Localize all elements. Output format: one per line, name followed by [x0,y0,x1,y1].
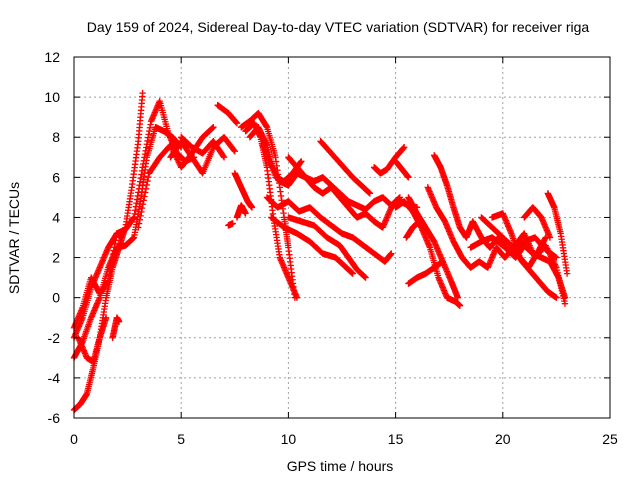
series-arc-6 [109,314,123,341]
data-point [456,302,464,309]
data-point [229,220,236,227]
data-point [563,270,571,277]
data-point [400,144,408,151]
data-marks [70,89,571,414]
data-point [405,174,412,181]
data-point [293,294,301,301]
series-arc-8 [167,134,238,177]
data-point [142,185,150,192]
data-point [138,208,145,216]
series-arc-27 [405,194,461,301]
data-point [248,204,256,211]
y-tick-label: 6 [52,169,60,185]
series-arc-18 [263,194,395,265]
data-point [136,216,144,223]
data-point [135,220,143,227]
y-tick-labels: -6 -4 -2 0 2 4 6 8 10 12 [44,49,60,426]
data-point [145,173,152,181]
data-point [140,197,147,204]
series-arc-21 [285,214,369,281]
data-point [142,189,149,196]
series-arc-11 [225,220,236,229]
data-point [102,314,110,321]
series-arc-3 [70,97,198,341]
series-arc-12 [233,202,249,221]
y-tick-label: 12 [44,49,60,65]
series-arc-13 [231,170,256,211]
y-tick-label: 8 [52,129,60,145]
data-point [349,270,356,277]
data-point [139,201,147,208]
x-tick-labels: 0 5 10 15 20 25 [70,431,618,447]
series-arc-28 [405,258,446,287]
data-point [366,190,374,197]
x-tick-label: 10 [281,431,297,447]
series-arc-35 [544,190,571,277]
y-tick-label: 10 [44,89,60,105]
data-point [546,234,554,241]
data-point [561,300,569,307]
data-point [117,234,125,241]
data-point [553,294,560,301]
data-point [144,177,151,185]
data-point [439,258,446,265]
data-point [137,212,144,220]
series-arc-24 [392,158,412,181]
data-point [220,152,227,160]
plot-frame [73,56,611,419]
data-point [143,181,150,189]
chart-title: Day 159 of 2024, Sidereal Day-to-day VTE… [87,19,590,35]
data-point [230,147,238,154]
series-arc-32 [478,214,569,307]
data-point [220,154,228,161]
y-tick-label: -4 [48,370,61,386]
data-point [298,158,305,165]
y-tick-label: 2 [52,250,60,266]
series-arc-20 [285,154,404,213]
data-point [210,123,217,131]
series-arc-34 [521,204,554,241]
x-tick-label: 0 [70,431,78,447]
data-point [139,89,146,97]
series-arc-33 [488,210,549,271]
y-tick-label: 0 [52,290,60,306]
data-point [209,124,216,132]
axis-ticks [73,56,611,419]
data-point [454,294,461,301]
series-arc-23 [370,144,408,177]
data-point [388,250,395,257]
series-arc-4 [70,230,125,331]
data-point [141,193,148,200]
data-point [362,274,369,281]
x-axis-label: GPS time / hours [287,458,394,474]
data-point [233,119,241,127]
data-point [138,204,146,212]
series-arc-22 [317,138,374,197]
data-point [396,194,404,201]
data-point [115,318,123,325]
data-point [135,224,142,231]
y-tick-label: -6 [48,410,61,426]
series-arc-9 [178,134,228,161]
x-tick-label: 25 [602,431,618,447]
series-arc-2 [70,123,185,362]
x-tick-label: 5 [177,431,185,447]
data-point [242,210,249,217]
y-tick-label: -2 [48,330,61,346]
series-arc-19 [268,214,356,277]
y-axis-label: SDTVAR / TECUs [6,182,22,294]
series-arc-5 [75,314,110,366]
y-tick-label: 4 [52,209,60,225]
series-arc-10 [214,101,241,127]
x-tick-label: 15 [388,431,404,447]
data-point [231,148,238,155]
x-tick-label: 20 [495,431,511,447]
